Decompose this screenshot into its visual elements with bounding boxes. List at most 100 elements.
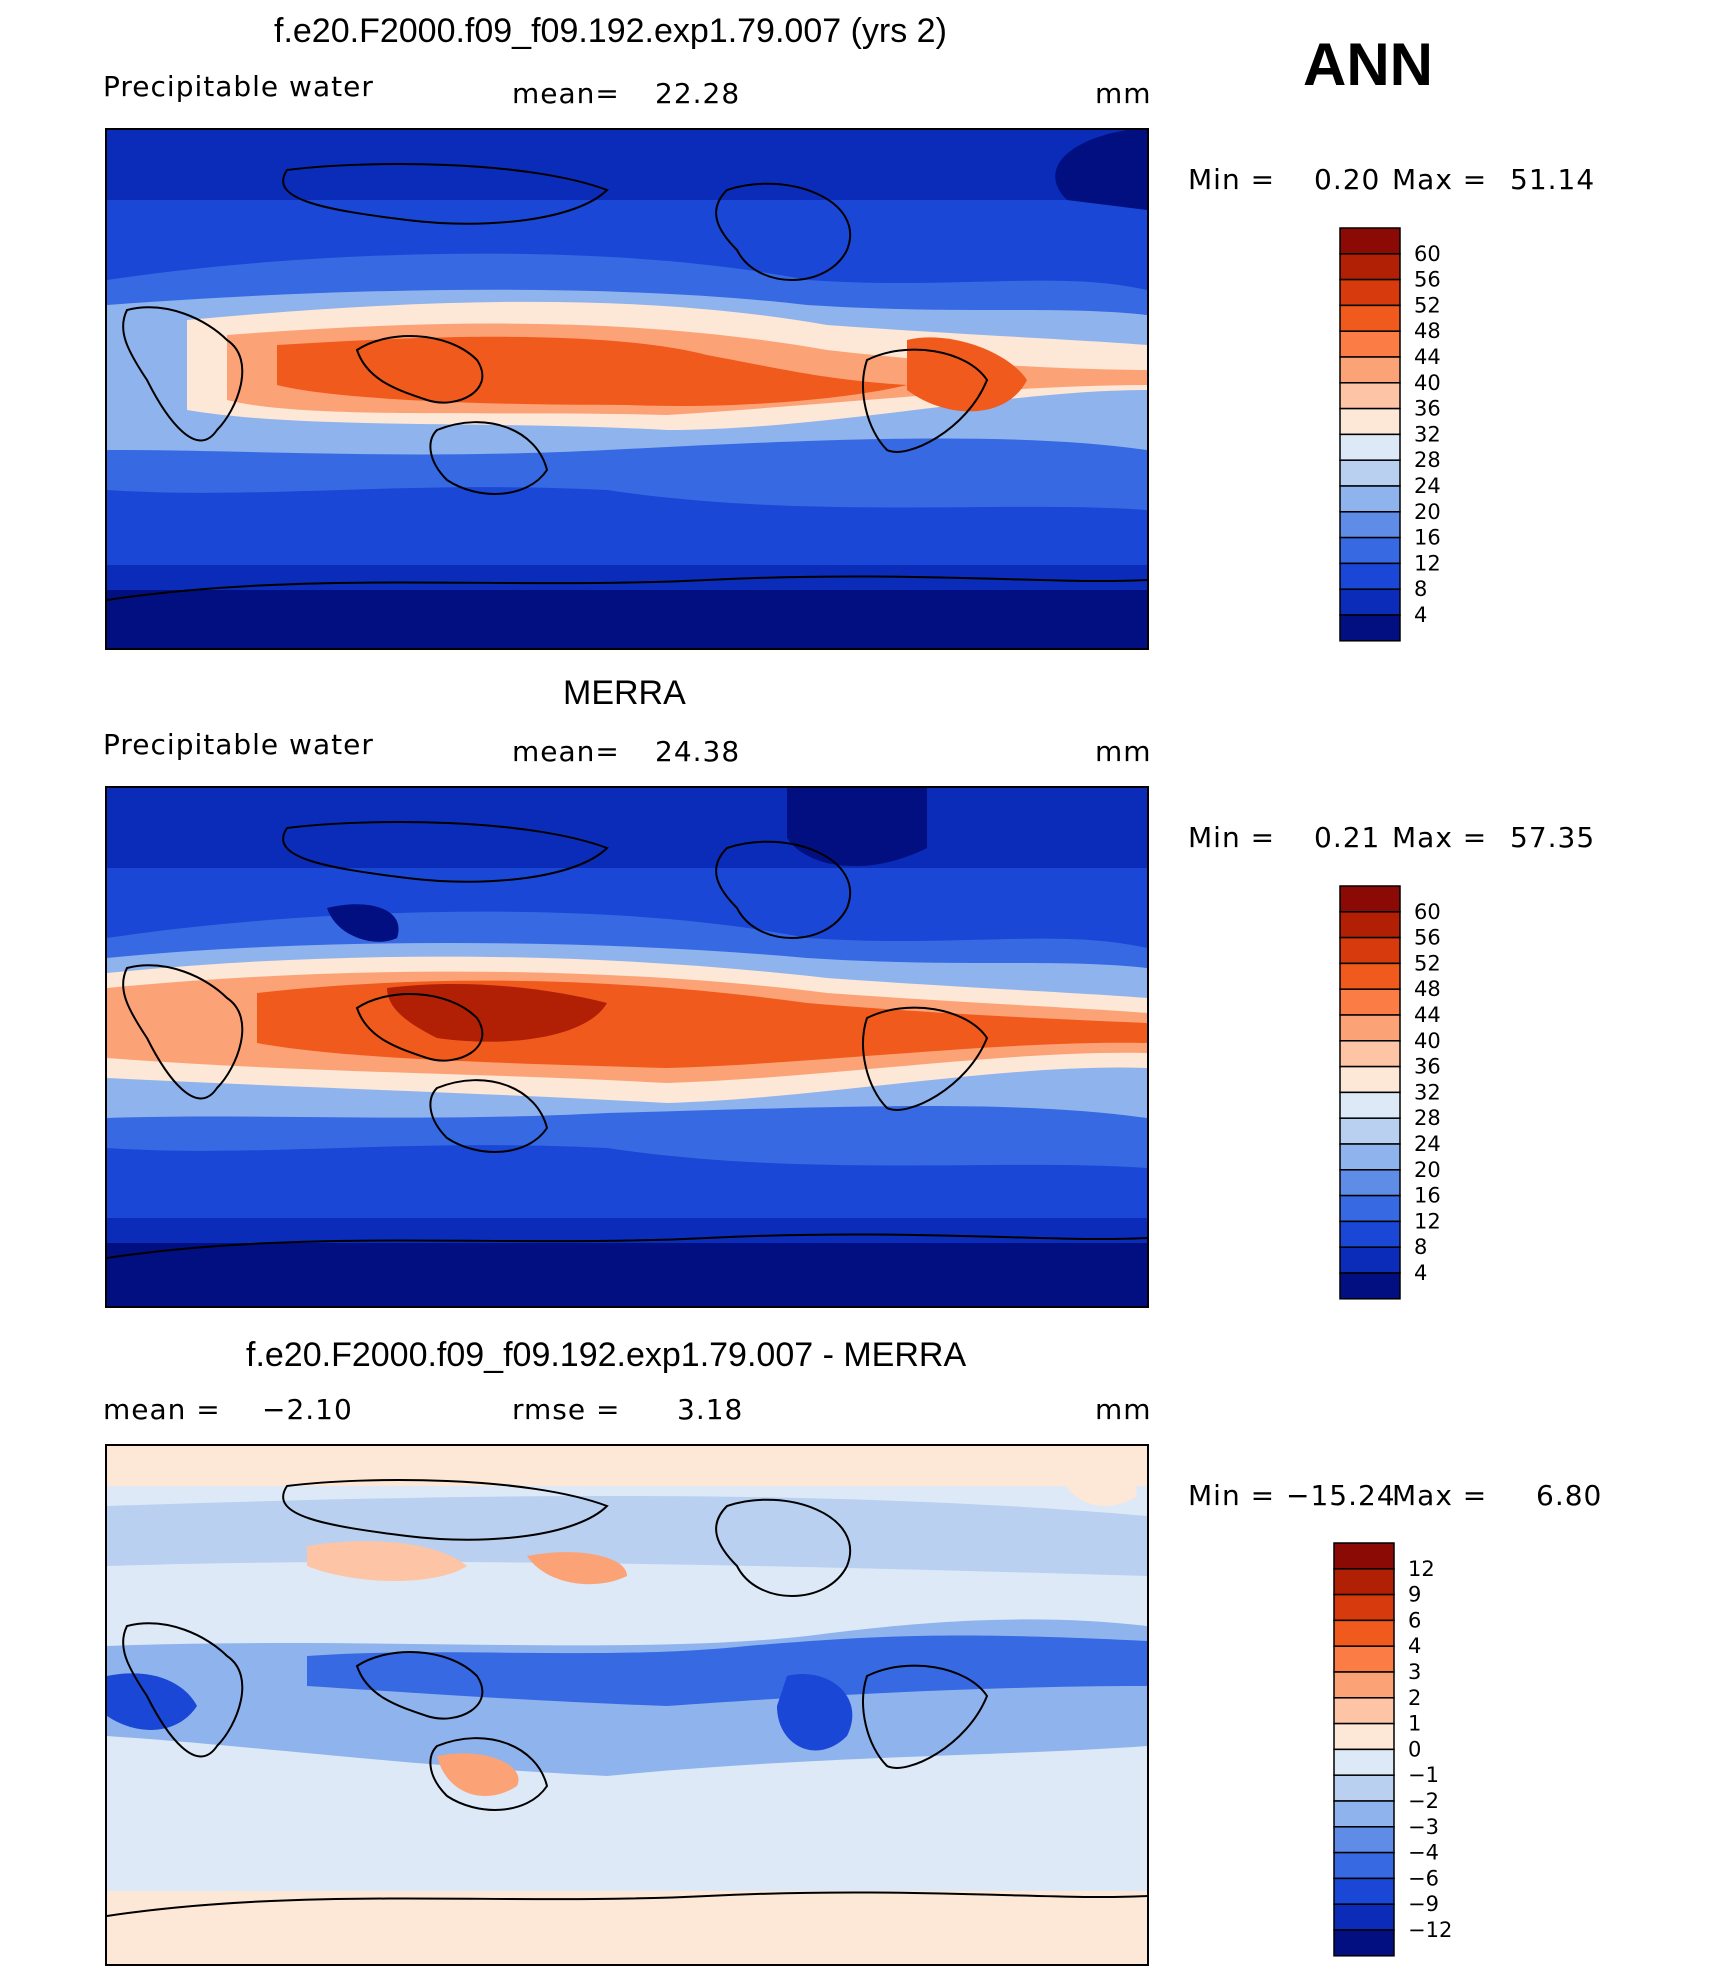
panel-2-colorbar-swatch (1339, 1091, 1401, 1119)
panel-2-colorbar-tick-label: 52 (1414, 951, 1441, 975)
panel-1-max-label: Max = (1392, 163, 1488, 196)
panel-1-colorbar-swatch (1339, 253, 1401, 281)
panel-2-colorbar-tick-label: 24 (1414, 1132, 1441, 1156)
panel-1-colorbar-tick-label: 8 (1414, 577, 1427, 601)
panel-3-colorbar-tick-label: −12 (1408, 1918, 1452, 1942)
panel-3-title: f.e20.F2000.f09_f09.192.exp1.79.007 - ME… (246, 1336, 967, 1374)
panel-2-max-value: 57.35 (1510, 821, 1596, 854)
panel-3-mean-label: mean = (103, 1393, 221, 1426)
panel-2-colorbar-tick-label: 40 (1414, 1029, 1441, 1053)
panel-2-colorbar-swatch (1339, 1143, 1401, 1171)
panel-2-variable-label: Precipitable water (103, 728, 374, 761)
panel-1-colorbar-tick-label: 12 (1414, 551, 1441, 575)
panel-2-colorbar-swatch (1339, 936, 1401, 965)
panel-3-min-value: −15.24 (1286, 1479, 1396, 1512)
panel-1-colorbar-swatch (1339, 562, 1401, 590)
panel-2-title: MERRA (563, 674, 686, 712)
panel-1-variable-label: Precipitable water (103, 70, 374, 103)
panel-1-colorbar: 60 56 52 48 44 40 36 32 28 24 20 16 12 8 4 (1336, 227, 1476, 644)
panel-2-map (105, 786, 1149, 1308)
panel-2-colorbar-tick-label: 56 (1414, 926, 1441, 950)
panel-1-title: f.e20.F2000.f09_f09.192.exp1.79.007 (yrs… (274, 12, 947, 50)
panel-3-colorbar-swatch (1333, 1542, 1395, 1570)
panel-1-colorbar-tick-label: 4 (1414, 603, 1427, 627)
panel-3-colorbar-tick-label: 1 (1408, 1712, 1421, 1736)
panel-3-colorbar-swatch (1333, 1929, 1395, 1957)
panel-3-max-label: Max = (1392, 1479, 1488, 1512)
panel-1-colorbar-tick-label: 40 (1414, 371, 1441, 395)
panel-1-colorbar-tick-label: 56 (1414, 268, 1441, 292)
panel-2-colorbar-swatch (1339, 1040, 1401, 1068)
season-label: ANN (1303, 31, 1433, 98)
panel-2-colorbar-swatch (1339, 1272, 1401, 1300)
panel-3-colorbar-swatch (1333, 1877, 1395, 1905)
panel-1-colorbar-swatch (1339, 433, 1401, 461)
panel-3-min-label: Min = (1188, 1479, 1276, 1512)
panel-1-colorbar-swatch (1339, 382, 1401, 410)
panel-3-colorbar-swatch (1333, 1645, 1395, 1673)
panel-2-colorbar-swatch (1339, 1194, 1401, 1223)
panel-1-mean-value: 22.28 (655, 77, 741, 110)
panel-3-colorbar-tick-label: 12 (1408, 1557, 1435, 1581)
panel-2-colorbar-swatch (1339, 1065, 1401, 1094)
panel-1-min-label: Min = (1188, 163, 1276, 196)
panel-3-colorbar-tick-label: 3 (1408, 1660, 1421, 1684)
panel-3-colorbar-swatch (1333, 1851, 1395, 1880)
panel-2-mean-value: 24.38 (655, 735, 741, 768)
panel-2-units: mm (1095, 735, 1152, 768)
panel-2-colorbar-tick-label: 48 (1414, 977, 1441, 1001)
panel-3-colorbar-tick-label: −6 (1408, 1866, 1439, 1890)
panel-3-colorbar-tick-label: −9 (1408, 1892, 1439, 1916)
panel-3-colorbar-tick-label: −1 (1408, 1763, 1439, 1787)
panel-1-colorbar-tick-label: 16 (1414, 526, 1441, 550)
panel-3-colorbar-tick-label: 0 (1408, 1737, 1421, 1761)
panel-3-colorbar-tick-label: 4 (1408, 1634, 1421, 1658)
panel-1-colorbar-swatch (1339, 511, 1401, 539)
panel-3-colorbar-tick-label: −4 (1408, 1841, 1439, 1865)
panel-2-colorbar-tick-label: 32 (1414, 1080, 1441, 1104)
panel-3-colorbar-swatch (1333, 1826, 1395, 1854)
panel-1-colorbar-swatch (1339, 304, 1401, 332)
panel-1-colorbar-tick-label: 32 (1414, 422, 1441, 446)
panel-2-colorbar-tick-label: 8 (1414, 1235, 1427, 1259)
panel-2-colorbar-tick-label: 4 (1414, 1261, 1427, 1285)
panel-3-colorbar-swatch (1333, 1619, 1395, 1647)
panel-2-colorbar-tick-label: 28 (1414, 1106, 1441, 1130)
panel-3-colorbar-tick-label: −3 (1408, 1815, 1439, 1839)
panel-3-colorbar-tick-label: 9 (1408, 1583, 1421, 1607)
panel-2-colorbar-tick-label: 12 (1414, 1209, 1441, 1233)
panel-1-colorbar-swatch (1339, 407, 1401, 436)
panel-3-colorbar-swatch (1333, 1697, 1395, 1725)
panel-1-min-value: 0.20 (1314, 163, 1381, 196)
panel-2-colorbar-swatch (1339, 1169, 1401, 1197)
panel-2-colorbar-swatch (1339, 988, 1401, 1016)
panel-2-colorbar-swatch (1339, 1246, 1401, 1274)
panel-3-colorbar-tick-label: 6 (1408, 1608, 1421, 1632)
panel-1-colorbar-swatch (1339, 356, 1401, 384)
panel-1-colorbar-swatch (1339, 227, 1401, 255)
panel-2-min-label: Min = (1188, 821, 1276, 854)
panel-2-colorbar-tick-label: 20 (1414, 1158, 1441, 1182)
panel-3-mean-value: −2.10 (262, 1393, 353, 1426)
panel-3-colorbar-swatch (1333, 1568, 1395, 1596)
panel-1-max-value: 51.14 (1510, 163, 1596, 196)
panel-3-colorbar-swatch (1333, 1593, 1395, 1622)
panel-2-colorbar-swatch (1339, 1220, 1401, 1248)
panel-3-units: mm (1095, 1393, 1152, 1426)
panel-2-mean-label: mean= (512, 735, 620, 768)
panel-2-colorbar-swatch (1339, 962, 1401, 990)
panel-1-colorbar-swatch (1339, 278, 1401, 307)
panel-1-colorbar-swatch (1339, 459, 1401, 487)
panel-1-colorbar-swatch (1339, 330, 1401, 358)
panel-3-colorbar: 12 9 6 4 3 2 1 0 −1 −2 −3 −4 −6 −9 −12 (1330, 1542, 1476, 1959)
panel-3-colorbar-swatch (1333, 1903, 1395, 1931)
panel-3-max-value: 6.80 (1536, 1479, 1603, 1512)
panel-3-rmse-value: 3.18 (677, 1393, 744, 1426)
panel-1-colorbar-tick-label: 36 (1414, 397, 1441, 421)
panel-1-mean-label: mean= (512, 77, 620, 110)
panel-1-colorbar-tick-label: 20 (1414, 500, 1441, 524)
panel-3-colorbar-swatch (1333, 1748, 1395, 1776)
